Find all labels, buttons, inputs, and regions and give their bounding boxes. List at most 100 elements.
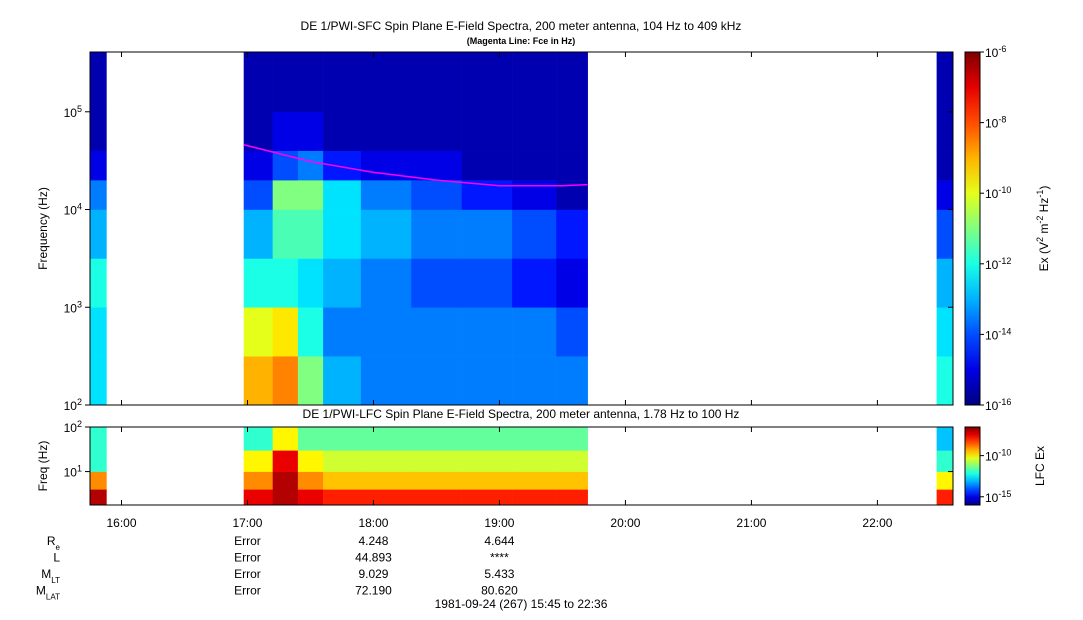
spectrogram-cell: [512, 258, 557, 308]
spectrogram-cell: [411, 307, 462, 357]
ephemeris-value: ****: [490, 551, 509, 565]
tick-exponent: -8: [998, 115, 1006, 125]
spectrogram-cell: [323, 307, 362, 357]
spectrogram-cell: [90, 258, 107, 308]
colorbar-label-part: -2: [1035, 216, 1045, 224]
spectrogram-cell: [556, 209, 588, 259]
tick-exponent: -16: [998, 397, 1011, 407]
spectrogram-cell: [936, 150, 954, 181]
spectrogram-cell: [411, 52, 462, 113]
colorbar-label-part: LFC Ex: [1033, 446, 1047, 486]
spectrogram-cell: [512, 150, 557, 181]
spectrogram-cell: [936, 307, 954, 357]
spectrogram-cell: [90, 356, 107, 406]
tick-exponent: 2: [77, 397, 82, 407]
spectrogram-cell: [936, 209, 954, 259]
ephemeris-label-main: L: [53, 551, 60, 565]
x-tick-label: 21:00: [736, 516, 766, 530]
tick-label: 104: [64, 202, 82, 218]
tick-base: 10: [64, 204, 78, 218]
spectrogram-cell: [297, 180, 324, 210]
spectrogram-cell: [243, 52, 273, 113]
tick-exponent: -12: [998, 256, 1011, 266]
spectrogram-cell: [243, 209, 273, 259]
spectrogram-cell: [272, 209, 299, 259]
spectrogram-cell: [512, 471, 557, 490]
colorbar-label-part: m: [1037, 224, 1051, 237]
spectrogram-cell: [243, 180, 273, 210]
spectrogram-cell: [461, 150, 513, 181]
spectrogram-cell: [323, 180, 362, 210]
tick-base: 10: [985, 450, 999, 464]
chart-subtitle: (Magenta Line: Fce in Hz): [467, 36, 576, 46]
spectrogram-cell: [360, 209, 412, 259]
spectrogram-cell: [360, 52, 412, 113]
spectrogram-cell: [360, 258, 412, 308]
tick-base: 10: [985, 328, 999, 342]
spectrogram-cell: [556, 450, 588, 472]
x-tick-label: 18:00: [358, 516, 388, 530]
spectrogram-cell: [90, 52, 107, 113]
spectrogram-cell: [512, 427, 557, 451]
tick-label: 102: [64, 419, 82, 435]
spectrogram-cell: [512, 356, 557, 406]
spectrogram-cell: [90, 307, 107, 357]
spectrogram-cell: [90, 471, 107, 490]
spectrogram-cell: [297, 489, 324, 506]
spectrogram-cell: [297, 111, 324, 151]
ephemeris-value: 5.433: [484, 567, 514, 581]
spectrogram-cell: [272, 111, 299, 151]
chart-title: DE 1/PWI-SFC Spin Plane E-Field Spectra,…: [301, 19, 742, 33]
spectrogram-cell: [556, 52, 588, 113]
spectrogram-cell: [461, 111, 513, 151]
ephemeris-value: 80.620: [481, 584, 518, 598]
colorbar: [964, 51, 981, 406]
tick-base: 10: [985, 46, 999, 60]
spectrogram-cell: [411, 209, 462, 259]
spectrogram-cell: [411, 111, 462, 151]
spectrogram-cell: [936, 471, 954, 490]
tick-base: 10: [985, 187, 999, 201]
ephemeris-value: Error: [234, 584, 261, 598]
spectrogram-cell: [936, 111, 954, 151]
spectrogram-cell: [272, 427, 299, 451]
spectrogram-cell: [936, 450, 954, 472]
spectrogram-cell: [297, 52, 324, 113]
spectrogram-cell: [512, 111, 557, 151]
spectrogram-cell: [556, 489, 588, 506]
tick-exponent: -10: [998, 185, 1011, 195]
x-tick-label: 19:00: [484, 516, 514, 530]
spectrogram-cell: [556, 307, 588, 357]
spectrogram-cell: [461, 307, 513, 357]
spectrogram-cell: [411, 450, 462, 472]
x-tick-label: 17:00: [232, 516, 262, 530]
spectrogram-cell: [323, 258, 362, 308]
y-axis-label: Frequency (Hz): [36, 187, 50, 270]
ephemeris-value: Error: [234, 534, 261, 548]
spectrogram-cell: [411, 180, 462, 210]
spectrogram-cell: [936, 489, 954, 506]
tick-base: 10: [985, 399, 999, 413]
ephemeris-label: MLAT: [36, 584, 60, 602]
spectrogram-cell: [556, 471, 588, 490]
spectrogram-cell: [556, 111, 588, 151]
spectrogram-cell: [936, 180, 954, 210]
spectrogram-cell: [243, 111, 273, 151]
ephemeris-label-sub: LT: [51, 576, 60, 585]
tick-base: 10: [985, 491, 999, 505]
spectrogram-cell: [936, 356, 954, 406]
spectrogram-cell: [272, 180, 299, 210]
spectrogram-cell: [461, 209, 513, 259]
spectrogram-cell: [936, 52, 954, 113]
spectrogram-cell: [360, 471, 412, 490]
spectrogram-cell: [512, 180, 557, 210]
ephemeris-label-sub: LAT: [46, 592, 60, 601]
spectrogram-cell: [323, 111, 362, 151]
ephemeris-label-sub: e: [56, 543, 61, 552]
spectrogram-cell: [360, 307, 412, 357]
tick-exponent: 4: [77, 202, 82, 212]
spectrogram-cell: [272, 489, 299, 506]
ephemeris-label: MLT: [41, 567, 60, 585]
tick-label: 10-10: [985, 185, 1011, 201]
tick-base: 10: [985, 117, 999, 131]
